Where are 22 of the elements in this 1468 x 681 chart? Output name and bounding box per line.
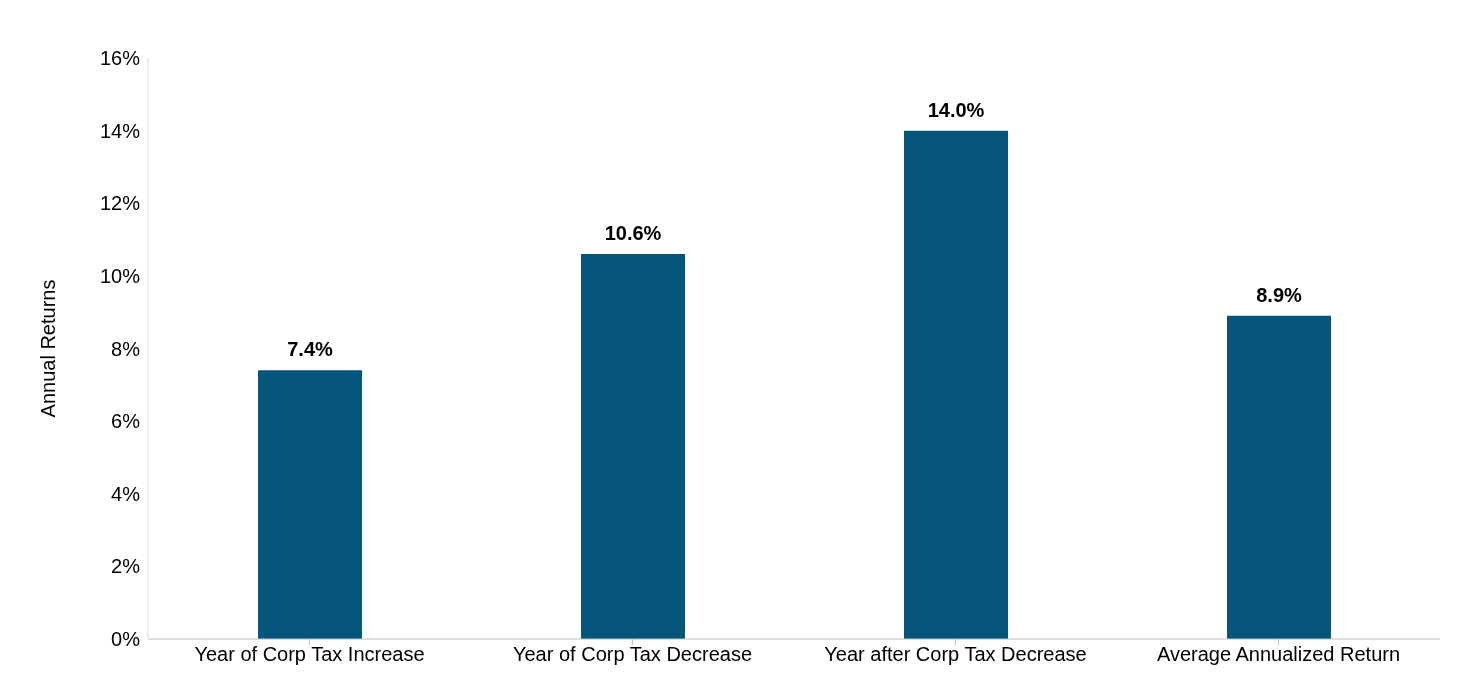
y-tick-label: 6% bbox=[111, 410, 141, 433]
y-tick-label: 16% bbox=[99, 47, 141, 70]
bar bbox=[1227, 315, 1331, 639]
y-tick-label: 8% bbox=[111, 337, 141, 360]
y-tick-label: 10% bbox=[99, 264, 141, 287]
y-tick-label: 2% bbox=[111, 555, 141, 578]
y-tick-label: 4% bbox=[111, 482, 141, 505]
x-tick-label: Average Annualized Return bbox=[1156, 643, 1401, 666]
data-label: 14.0% bbox=[927, 98, 985, 121]
x-tick-label: Year after Corp Tax Decrease bbox=[824, 643, 1087, 666]
bar bbox=[258, 370, 362, 639]
x-tick-label: Year of Corp Tax Decrease bbox=[512, 643, 753, 666]
data-label: 7.4% bbox=[287, 338, 334, 361]
y-tick-label: 12% bbox=[99, 192, 141, 215]
x-tick-label: Year of Corp Tax Increase bbox=[194, 643, 425, 666]
bar bbox=[581, 254, 685, 639]
data-label: 10.6% bbox=[604, 222, 662, 245]
y-axis-title: Annual Returns bbox=[37, 279, 60, 418]
bar bbox=[904, 130, 1008, 639]
y-tick-label: 0% bbox=[111, 628, 141, 651]
data-label: 8.9% bbox=[1256, 283, 1303, 306]
y-tick-label: 14% bbox=[99, 119, 141, 142]
